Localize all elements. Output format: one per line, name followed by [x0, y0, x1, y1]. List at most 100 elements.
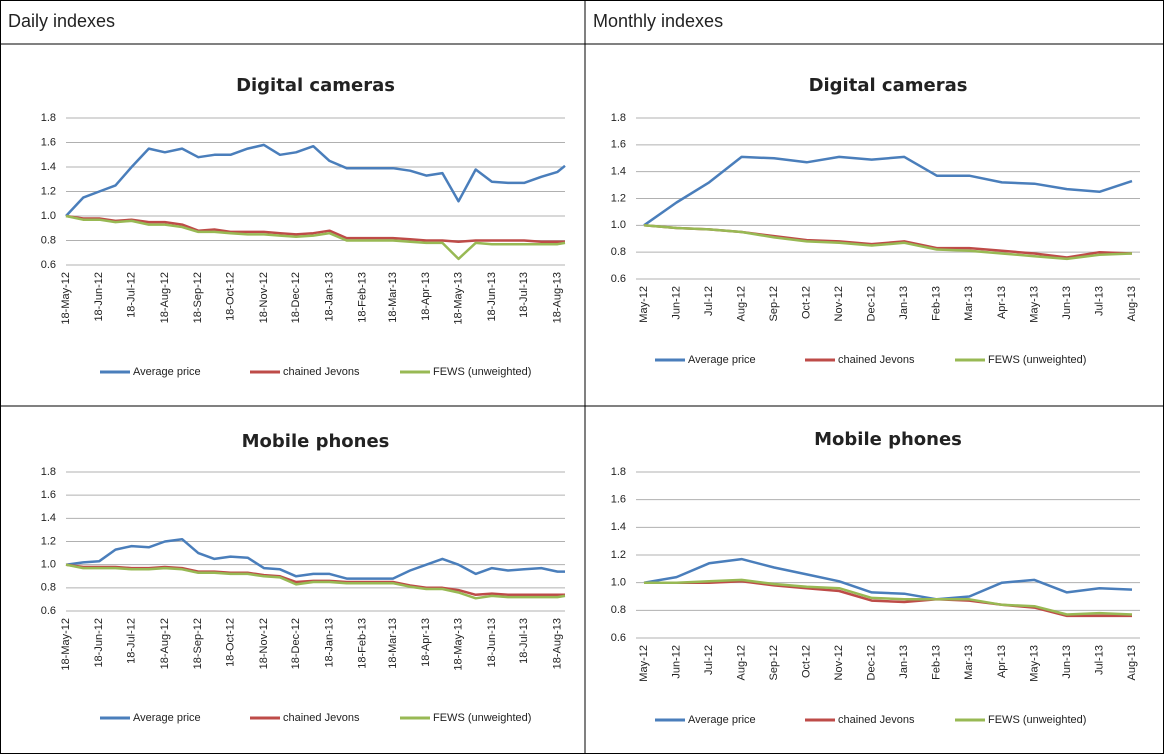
x-tick-label: 18-Nov-12 — [258, 618, 270, 669]
x-tick-label: 18-Jul-13 — [518, 272, 530, 318]
y-tick-label: 1.4 — [611, 521, 626, 533]
x-tick-label: Jan-13 — [898, 645, 910, 679]
x-tick-label: 18-Jun-12 — [93, 272, 105, 322]
x-tick-label: 18-Jan-13 — [323, 618, 335, 668]
series-line — [65, 214, 565, 243]
legend-label: Average price — [688, 714, 756, 726]
x-tick-label: Dec-12 — [866, 645, 878, 680]
y-tick-label: 1.4 — [41, 161, 56, 173]
x-tick-label: Nov-12 — [833, 645, 845, 680]
y-tick-label: 0.6 — [611, 632, 626, 644]
x-tick-label: Oct-12 — [801, 645, 813, 678]
x-tick-label: 18-Jun-13 — [486, 272, 498, 322]
legend-label: chained Jevons — [283, 712, 360, 724]
series-line — [65, 214, 566, 261]
x-tick-label: Aug-12 — [736, 286, 748, 321]
legend-label: Average price — [133, 712, 201, 724]
x-tick-label: 18-Feb-13 — [357, 272, 369, 323]
x-tick-label: 18-Mar-13 — [387, 618, 399, 669]
series-line — [643, 557, 1133, 601]
x-tick-label: Jun-12 — [670, 286, 682, 320]
x-tick-label: May-13 — [1028, 286, 1040, 323]
y-tick-label: 1.2 — [611, 549, 626, 561]
y-tick-label: 1.4 — [611, 166, 626, 178]
legend-label: chained Jevons — [838, 354, 915, 366]
chart-title: Digital cameras — [236, 75, 395, 96]
x-tick-label: Aug-13 — [1126, 286, 1138, 321]
x-tick-label: 18-May-12 — [60, 618, 72, 671]
x-tick-label: 18-Jul-13 — [518, 618, 530, 664]
x-tick-label: 18-Aug-13 — [551, 618, 563, 669]
x-tick-label: Dec-12 — [866, 286, 878, 321]
y-tick-label: 1.6 — [611, 139, 626, 151]
y-tick-label: 1.4 — [41, 512, 56, 524]
chart-title: Digital cameras — [809, 75, 968, 96]
y-tick-label: 1.8 — [41, 112, 56, 124]
series-line — [65, 563, 566, 600]
x-tick-label: Jun-13 — [1061, 645, 1073, 679]
x-tick-label: Apr-13 — [996, 286, 1008, 319]
y-tick-label: 1.8 — [611, 112, 626, 124]
series-line — [65, 537, 565, 580]
x-tick-label: Feb-13 — [931, 645, 943, 680]
y-tick-label: 0.6 — [41, 605, 56, 617]
x-tick-label: May-12 — [638, 286, 650, 323]
x-tick-label: 18-Sep-12 — [192, 618, 204, 669]
x-tick-label: 18-Apr-13 — [420, 272, 432, 321]
legend-label: FEWS (unweighted) — [433, 366, 531, 378]
legend-label: chained Jevons — [283, 366, 360, 378]
legend-label: FEWS (unweighted) — [988, 714, 1086, 726]
x-tick-label: 18-Jul-12 — [126, 272, 138, 318]
y-tick-label: 0.8 — [611, 604, 626, 616]
y-tick-label: 0.6 — [611, 273, 626, 285]
legend-label: FEWS (unweighted) — [988, 354, 1086, 366]
x-tick-label: Jul-12 — [703, 286, 715, 316]
x-tick-label: Jul-13 — [1093, 645, 1105, 675]
legend-label: chained Jevons — [838, 714, 915, 726]
x-tick-label: 18-Aug-12 — [159, 272, 171, 323]
legend-label: Average price — [133, 366, 201, 378]
x-tick-label: 18-Jan-13 — [323, 272, 335, 322]
x-tick-label: 18-Jun-12 — [93, 618, 105, 668]
x-tick-label: Jan-13 — [898, 286, 910, 320]
series-line — [644, 578, 1133, 616]
x-tick-label: 18-May-13 — [452, 272, 464, 325]
x-tick-label: 18-Jun-13 — [486, 618, 498, 668]
x-tick-label: Sep-12 — [768, 645, 780, 680]
y-tick-label: 0.6 — [41, 259, 56, 271]
y-tick-label: 1.6 — [41, 136, 56, 148]
x-tick-label: 18-Oct-12 — [224, 272, 236, 321]
legend-label: FEWS (unweighted) — [433, 712, 531, 724]
x-tick-label: Jul-12 — [703, 645, 715, 675]
x-tick-label: 18-Feb-13 — [357, 618, 369, 669]
column-header: Monthly indexes — [593, 11, 723, 31]
x-tick-label: May-13 — [1028, 645, 1040, 682]
x-tick-label: 18-Aug-13 — [551, 272, 563, 323]
x-tick-label: 18-Dec-12 — [290, 272, 302, 323]
x-tick-label: 18-Mar-13 — [387, 272, 399, 323]
x-tick-label: Jun-12 — [670, 645, 682, 679]
x-tick-label: May-12 — [638, 645, 650, 682]
x-tick-label: 18-Dec-12 — [290, 618, 302, 669]
x-tick-label: Sep-12 — [768, 286, 780, 321]
chart-title: Mobile phones — [814, 429, 962, 450]
x-tick-label: Aug-13 — [1126, 645, 1138, 680]
x-tick-label: Apr-13 — [996, 645, 1008, 678]
y-tick-label: 1.0 — [41, 559, 56, 571]
x-tick-label: Mar-13 — [963, 286, 975, 321]
y-tick-label: 1.2 — [611, 192, 626, 204]
x-tick-label: 18-Sep-12 — [192, 272, 204, 323]
y-tick-label: 1.8 — [41, 466, 56, 478]
y-tick-label: 1.2 — [41, 185, 56, 197]
x-tick-label: Mar-13 — [963, 645, 975, 680]
y-tick-label: 1.8 — [611, 466, 626, 478]
x-tick-label: 18-Oct-12 — [224, 618, 236, 667]
x-tick-label: Feb-13 — [931, 286, 943, 321]
y-tick-label: 0.8 — [41, 234, 56, 246]
y-tick-label: 0.8 — [41, 582, 56, 594]
column-header: Daily indexes — [8, 11, 115, 31]
series-line — [643, 155, 1133, 227]
series-line — [65, 143, 566, 217]
y-tick-label: 1.2 — [41, 535, 56, 547]
